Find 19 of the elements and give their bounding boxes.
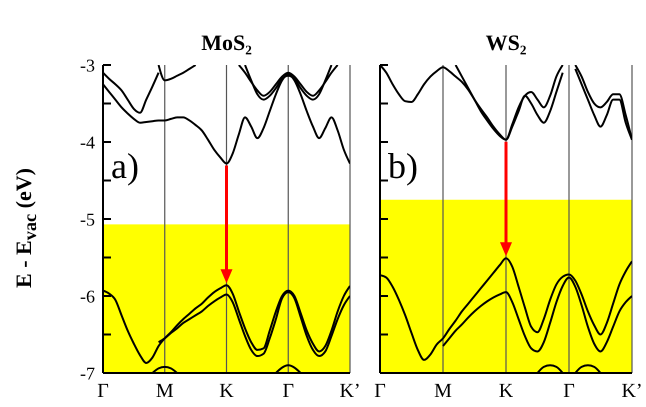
- x-tick-label: Γ: [97, 380, 109, 402]
- y-tick-label: -6: [80, 286, 95, 306]
- x-tick-label: K’: [621, 380, 643, 402]
- x-tick-label: Γ: [374, 380, 386, 402]
- x-tick-label: M: [156, 380, 174, 402]
- x-tick-label: Γ: [282, 380, 294, 402]
- x-tick-label: K’: [339, 380, 361, 402]
- annotation: a): [111, 146, 139, 186]
- y-tick-label: -4: [80, 132, 95, 152]
- x-tick-label: Γ: [563, 380, 575, 402]
- x-tick-label: K: [219, 380, 234, 402]
- y-tick-label: -3: [80, 55, 95, 76]
- y-tick-label: -7: [80, 363, 95, 384]
- x-tick-label: K: [498, 380, 514, 402]
- annotation: b): [388, 146, 418, 186]
- y-tick-label: -5: [80, 209, 95, 230]
- chart-title: WS₂: [484, 30, 528, 56]
- chart-title: MoS₂: [200, 30, 253, 56]
- x-tick-label: M: [434, 380, 452, 402]
